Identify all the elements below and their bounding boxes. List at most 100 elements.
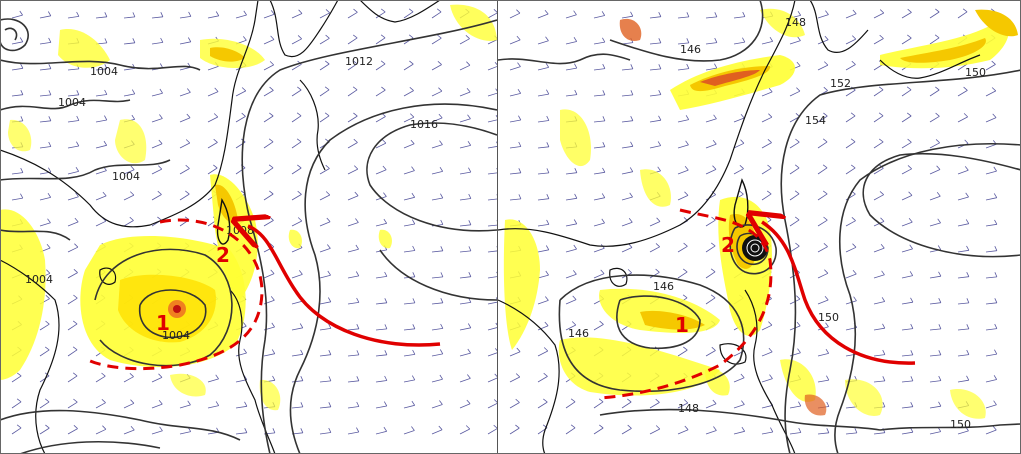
wind-barb <box>537 249 549 253</box>
wind-barb-flag <box>328 350 332 355</box>
wind-barb-flag <box>467 348 471 354</box>
wind-barb-flag <box>493 424 497 429</box>
wind-barb-flag <box>573 36 578 42</box>
wind-barb-flag <box>356 401 360 407</box>
wind-barb-flag <box>796 321 801 327</box>
wind-barb-flag <box>72 346 78 351</box>
wind-barb <box>151 194 162 201</box>
wind-barb-flag <box>740 373 745 379</box>
wind-barb-flag <box>852 35 857 40</box>
wind-barb <box>431 302 443 305</box>
wind-barb <box>901 168 912 175</box>
storm-marker-2: 2 <box>721 233 735 257</box>
wind-barb-flag <box>296 138 302 143</box>
wind-barb-flag <box>75 192 79 197</box>
wind-barb-flag <box>795 138 800 143</box>
wind-barb-flag <box>964 139 969 144</box>
wind-barb-flag <box>964 166 969 171</box>
wind-barb <box>565 197 577 201</box>
isobar-label: 1004 <box>90 65 118 78</box>
wind-barb-flag <box>411 166 415 171</box>
wind-barb-flag <box>546 168 550 174</box>
wind-barb <box>761 404 773 409</box>
wind-barb <box>67 94 79 97</box>
wind-barb <box>705 67 717 71</box>
wind-barb <box>593 94 605 97</box>
wind-barb-flag <box>439 166 444 172</box>
wind-barb <box>263 39 275 45</box>
wind-barb-flag <box>991 87 997 92</box>
wind-barb <box>431 117 443 123</box>
wind-barb-flag <box>16 424 22 429</box>
wind-barb <box>319 168 330 175</box>
wind-barb-flag <box>101 372 106 377</box>
wind-barb <box>817 353 829 357</box>
wind-barb-flag <box>20 193 24 199</box>
wind-barb <box>39 68 51 71</box>
wind-barb <box>347 275 359 279</box>
wind-barb-flag <box>437 61 442 65</box>
wind-barb <box>705 169 717 175</box>
wind-barb-flag <box>270 35 275 40</box>
wind-barb-flag <box>993 166 997 172</box>
wind-barb-flag <box>992 113 997 118</box>
wind-barb <box>431 429 443 435</box>
wind-barb <box>817 167 828 175</box>
wind-barb-flag <box>76 11 80 17</box>
wind-barb <box>649 271 660 279</box>
wind-barb-flag <box>908 191 913 196</box>
wind-barb <box>291 247 303 253</box>
wind-barb-flag <box>411 219 416 225</box>
wind-barb <box>733 41 745 45</box>
wind-barb <box>593 41 605 45</box>
wind-barb-flag <box>544 321 549 326</box>
wind-barb-flag <box>711 216 716 221</box>
wind-barb-flag <box>573 219 578 225</box>
isobar-label: 1004 <box>112 170 140 183</box>
wind-barb-flag <box>824 295 829 301</box>
wind-barb <box>593 15 605 19</box>
wind-barb-flag <box>440 323 444 329</box>
wind-barb <box>263 273 275 279</box>
wind-barb <box>873 141 884 149</box>
wind-barb-flag <box>572 295 577 300</box>
wind-barb-flag <box>826 428 830 433</box>
wind-barb-flag <box>658 38 662 44</box>
wind-barb-flag <box>994 219 998 225</box>
wind-barb-flag <box>768 321 773 326</box>
wind-barb-flag <box>515 398 520 403</box>
wind-barb <box>509 376 520 383</box>
wind-barb <box>347 115 358 123</box>
wind-barb-flag <box>19 37 24 43</box>
wind-barb <box>11 197 23 201</box>
wind-barb <box>459 403 471 409</box>
wind-barb-flag <box>518 115 522 121</box>
wind-barb-flag <box>934 34 940 39</box>
wind-barb <box>431 144 443 149</box>
wind-barb-flag <box>384 350 388 355</box>
wind-barb-flag <box>907 34 912 39</box>
wind-barb-flag <box>132 12 136 18</box>
wind-barb <box>565 273 577 279</box>
wind-barb <box>123 220 134 227</box>
wind-barb <box>459 327 471 331</box>
wind-barb <box>151 403 163 409</box>
wind-barb <box>403 143 415 149</box>
wind-barb <box>375 430 387 435</box>
wind-barb <box>565 172 577 175</box>
wind-barb-flag <box>468 167 472 173</box>
wind-barb-flag <box>75 166 80 172</box>
wind-barb <box>263 115 274 123</box>
wind-barb <box>459 378 471 383</box>
wind-barb-flag <box>627 398 632 403</box>
wind-barb-flag <box>241 87 247 92</box>
wind-barb <box>67 221 79 227</box>
wind-barb-flag <box>495 88 497 92</box>
wind-barb-flag <box>356 297 360 303</box>
wind-barb <box>319 380 331 383</box>
wind-barb-flag <box>908 218 913 223</box>
wind-barb-flag <box>131 89 136 95</box>
wind-barb <box>537 274 549 279</box>
wind-barb-flag <box>411 375 416 381</box>
wind-barb-flag <box>657 141 662 146</box>
